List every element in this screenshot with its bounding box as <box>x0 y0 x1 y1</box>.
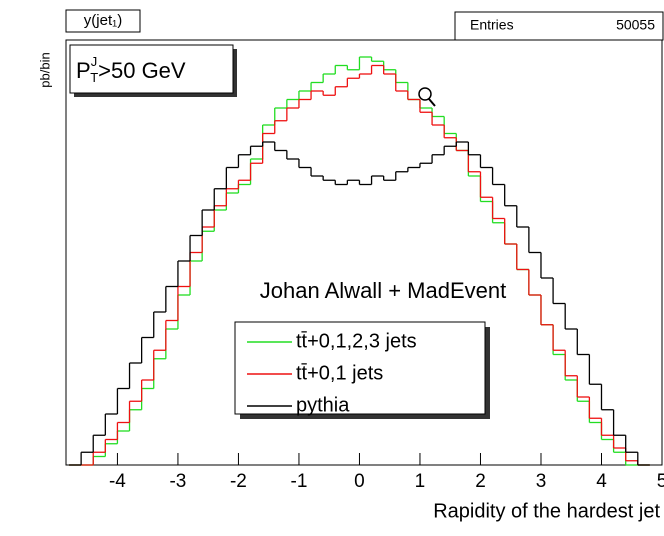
legend-label: pythia <box>296 394 350 416</box>
x-tick-label: 0 <box>354 471 365 492</box>
magnifier-icon <box>418 87 432 101</box>
x-tick-label: 1 <box>415 471 426 492</box>
x-tick-label: 3 <box>536 471 547 492</box>
y-axis-label: pb/bin <box>37 52 52 87</box>
cut-box <box>69 44 234 94</box>
series <box>69 64 650 466</box>
stats-label: Entries <box>470 17 514 33</box>
x-tick-label: 5 <box>657 471 664 492</box>
chart-title: y(jet₁) <box>84 12 122 29</box>
cut-sub: T <box>90 70 98 85</box>
legend-box <box>234 321 486 415</box>
x-axis-label: Rapidity of the hardest jet <box>433 500 660 522</box>
cut-label: PJ T>50 GeV <box>76 54 186 85</box>
title-box <box>65 9 141 33</box>
stats-box <box>454 11 664 41</box>
x-tick-label: -2 <box>230 471 247 492</box>
x-tick-label: -4 <box>109 471 126 492</box>
x-tick-label: -3 <box>169 471 186 492</box>
magnifier-handle <box>428 98 436 107</box>
stats-value: 50055 <box>616 17 655 33</box>
legend-label: tt̄+0,1,2,3 jets <box>296 330 417 352</box>
cut-base: P <box>76 58 91 83</box>
x-tick-label: 2 <box>475 471 486 492</box>
legend-label: tt̄+0,1 jets <box>296 362 383 384</box>
x-tick-label: -1 <box>291 471 308 492</box>
series <box>69 141 650 466</box>
annotation: Johan Alwall + MadEvent <box>260 278 506 303</box>
cut-sup: J <box>91 54 98 69</box>
cut-rest: >50 GeV <box>98 58 186 83</box>
x-tick-label: 4 <box>596 471 607 492</box>
